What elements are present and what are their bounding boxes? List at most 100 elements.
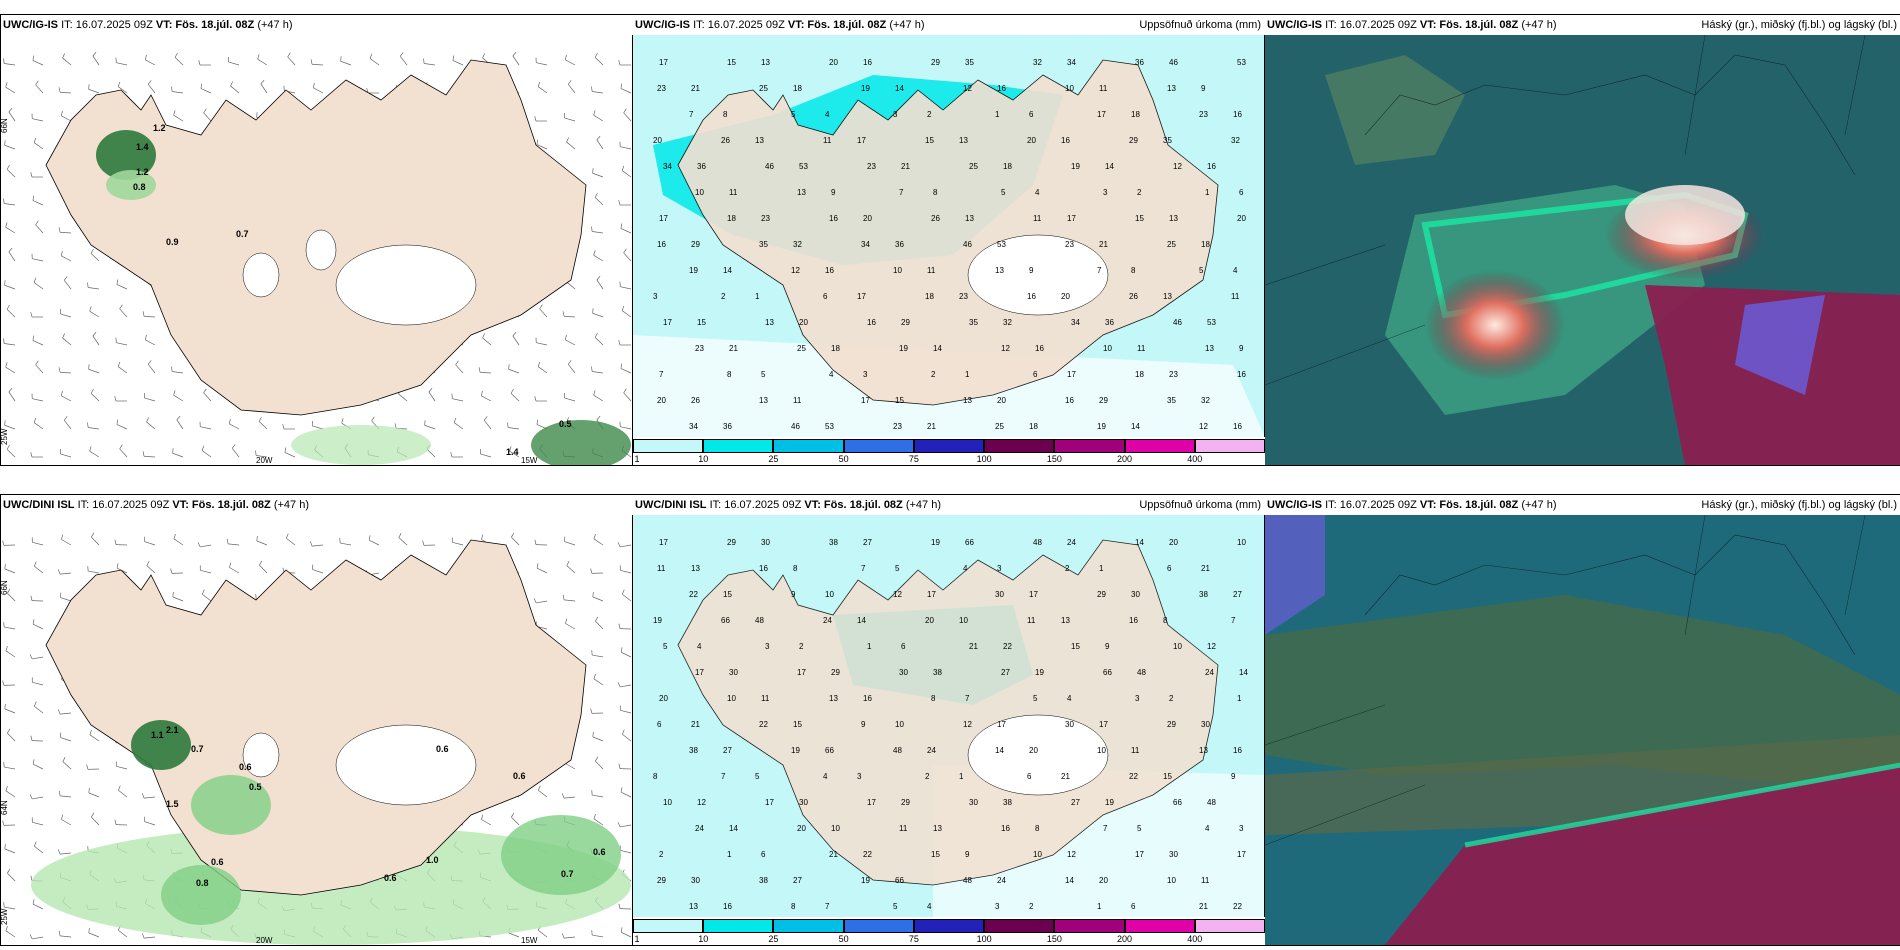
precip-value: 19 [1071,162,1080,171]
precip-value: 13 [933,824,942,833]
wind-barb [89,310,100,318]
precip-value: 17 [857,136,866,145]
wind-barb [596,279,604,290]
precip-value: 66 [1173,798,1182,807]
precip-value: 66 [1103,668,1112,677]
colorbar-segment [1124,919,1195,933]
lon-label: 20W [256,936,273,945]
wind-barb [4,906,16,910]
wind-barb-flag [147,80,152,85]
wind-barb-flag [203,388,207,394]
wind-barb [174,57,184,66]
precip-value: 7 [689,110,694,119]
wind-barb [60,597,72,602]
precip-value: 1 [755,292,760,301]
precip-value: 14 [1135,538,1144,547]
wind-barb [32,60,44,66]
wind-barb-flag [594,52,598,58]
wind-barb [6,309,16,318]
precip-value: 53 [1237,58,1246,67]
precip-value: 48 [1207,798,1216,807]
wind-barb-flag [478,367,481,373]
precip-value: 4 [825,110,830,119]
precip-value: 17 [765,798,774,807]
wind-barb [88,932,100,938]
precip-value: 11 [1027,616,1036,625]
wind-barb-flag [618,200,621,206]
wind-barb [564,936,576,939]
precip-value: 7 [825,902,830,911]
wind-barb-flag [534,539,537,545]
valid-time: VT: Fös. 18.júl. 08Z [1419,499,1519,511]
precip-value: 4 [927,902,932,911]
precip-value: 15 [793,720,802,729]
precip-value: 38 [829,538,838,547]
init-time: IT: 16.07.2025 09Z [693,19,785,31]
wind-barb-flag [6,304,10,310]
wind-barb [7,732,16,742]
precip-value: 66 [721,616,730,625]
wind-barb-flag [57,709,61,715]
wind-barb [424,63,436,66]
precip-value: 8 [727,370,732,379]
wind-barb-flag [114,819,117,825]
wind-panel-bottom: UWC/DINI ISL IT: 16.07.2025 09Z VT: Fös.… [0,494,634,946]
precip-value: 12 [791,266,800,275]
wind-barb-flag [87,422,89,428]
wind-barb-flag [593,110,596,116]
wind-barb [32,398,44,402]
wind-barb-flag [567,360,572,365]
precip-value: 53 [799,162,808,171]
wind-barb [508,368,520,374]
wind-barb [173,538,184,546]
cloud-map [1265,515,1900,945]
wind-barb-flag [7,728,11,734]
precip-value: 16 [1237,370,1246,379]
precip-value: 10 [893,266,902,275]
precip-value: 6 [901,642,906,651]
wind-barb [593,394,604,402]
wind-barb-flag [118,785,121,791]
wind-barb-flag [2,680,5,686]
wind-barb-flag [146,417,150,423]
precip-value: 23 [1199,110,1208,119]
wind-barb-flag [170,568,173,574]
precip-value: 32 [793,240,802,249]
precip-value: 15 [895,396,904,405]
wind-barb-flag [423,58,425,64]
panel-header: UWC/IG-IS IT: 16.07.2025 09Z VT: Fös. 18… [1265,495,1900,515]
precip-value: 1 [995,110,1000,119]
precip-value: 8 [723,110,728,119]
graticule [1265,35,1866,386]
wind-barb [60,91,72,94]
precip-value: 24 [927,746,936,755]
cloud-low [1385,765,1900,945]
precip-value: 3 [893,110,898,119]
wind-barb-flag [623,388,627,394]
wind-barb-flag [596,275,601,281]
precip-value: 34 [663,162,672,171]
wind-barb [453,422,464,430]
wind-barb [146,421,156,430]
value-label: 0.8 [196,878,209,888]
precip-value: 16 [1233,110,1242,119]
precip-value: 10 [695,188,704,197]
wind-barb [32,821,44,826]
precip-value: 38 [759,876,768,885]
precip-value: 14 [857,616,866,625]
precip-value: 6 [1131,902,1136,911]
wind-barb-flag [61,534,64,540]
precip-value: 17 [857,292,866,301]
wind-barb-flag [257,54,260,60]
precip-value: 12 [963,84,972,93]
wind-barb-flag [116,279,119,285]
precip-value: 29 [1097,590,1106,599]
wind-barb [32,258,44,262]
wind-barb-flag [562,311,565,317]
precip-blob [291,425,431,465]
precip-value: 10 [1167,876,1176,885]
precip-value: 13 [797,188,806,197]
wind-barb-flag [593,674,596,679]
wind-barb-flag [173,110,176,116]
wind-barb-flag [481,814,484,820]
